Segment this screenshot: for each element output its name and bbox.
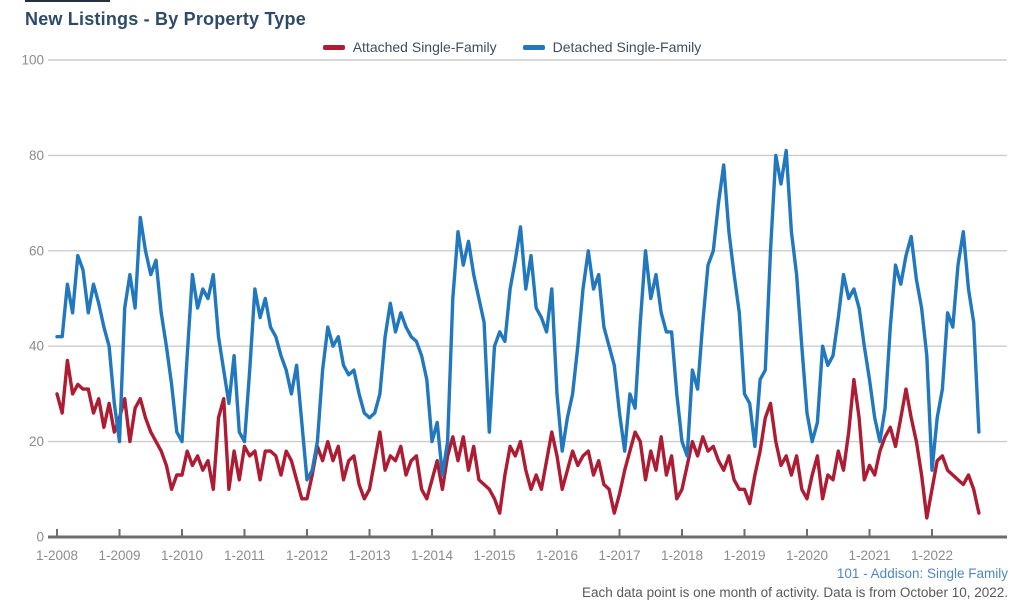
clipped-element-top <box>25 0 110 2</box>
legend-item-attached[interactable]: Attached Single-Family <box>322 39 497 55</box>
x-axis-label: 1-2011 <box>224 548 265 563</box>
chart-source-label: 101 - Addison: Single Family <box>836 566 1008 581</box>
legend-item-detached[interactable]: Detached Single-Family <box>522 39 702 55</box>
y-axis-label-80: 80 <box>29 148 44 163</box>
y-axis-label-100: 100 <box>21 53 44 68</box>
x-axis-label: 1-2022 <box>911 548 953 563</box>
x-axis-label: 1-2008 <box>36 548 78 563</box>
x-axis-label: 1-2020 <box>786 548 828 563</box>
y-axis-label-40: 40 <box>29 339 44 354</box>
series-line-detached <box>55 148 981 482</box>
x-axis-label: 1-2009 <box>98 548 140 563</box>
y-axis-label-20: 20 <box>29 434 44 449</box>
y-axis-label-60: 60 <box>29 243 44 258</box>
legend-swatch-attached <box>322 44 345 50</box>
legend-label-attached: Attached Single-Family <box>352 39 497 55</box>
series-line-attached <box>55 358 981 520</box>
x-axis-label: 1-2015 <box>473 548 515 563</box>
chart-legend: Attached Single-Family Detached Single-F… <box>0 37 1024 57</box>
legend-label-detached: Detached Single-Family <box>552 39 702 55</box>
y-axis-label-0: 0 <box>36 530 44 545</box>
chart-footnote: Each data point is one month of activity… <box>582 585 1008 600</box>
x-axis-label: 1-2016 <box>536 548 578 563</box>
x-axis-label: 1-2018 <box>661 548 703 563</box>
legend-swatch-detached <box>522 44 545 50</box>
x-axis-label: 1-2013 <box>348 548 390 563</box>
x-axis-label: 1-2017 <box>598 548 640 563</box>
x-axis-label: 1-2012 <box>286 548 328 563</box>
x-axis-label: 1-2010 <box>161 548 203 563</box>
chart-title: New Listings - By Property Type <box>25 9 306 29</box>
x-axis-label: 1-2019 <box>723 548 765 563</box>
x-axis-label: 1-2014 <box>411 548 454 563</box>
x-axis-label: 1-2021 <box>848 548 890 563</box>
